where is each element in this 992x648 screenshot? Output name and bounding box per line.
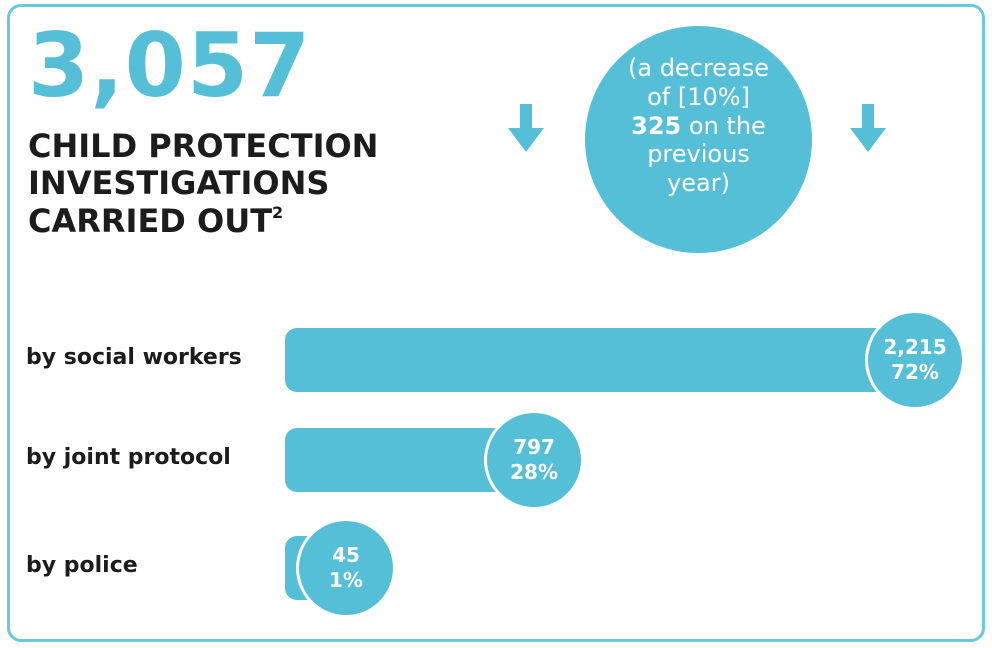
- headline-title-line-1: CHILD PROTECTION: [28, 127, 379, 165]
- decrease-line-4: previous: [647, 140, 750, 169]
- bar-value-badge: 2,215 72%: [865, 310, 965, 410]
- bar-category-label: by police: [26, 553, 138, 578]
- bar-category-label: by social workers: [26, 345, 242, 370]
- decrease-line-3: 325 on the: [593, 112, 804, 141]
- bar-percent-label: 28%: [510, 460, 559, 484]
- bar-value-badge: 45 1%: [296, 518, 396, 618]
- headline-title-line-2: INVESTIGATIONS: [28, 164, 330, 203]
- decrease-line-3-text: on the: [688, 111, 766, 140]
- bar-percent-label: 1%: [329, 568, 363, 592]
- infographic-card: [7, 4, 985, 642]
- decrease-bubble-text: (a decrease of [10%] 325 on the previous…: [593, 54, 804, 198]
- down-arrow-icon: [850, 104, 886, 152]
- total-investigations-count: 3,057: [28, 14, 312, 117]
- bar-value-label: 45: [332, 543, 360, 567]
- headline-title-line-3: CARRIED OUT2: [28, 201, 448, 240]
- bar-value-label: 2,215: [883, 335, 947, 359]
- headline-title-line-3-text: CARRIED OUT: [28, 201, 273, 240]
- bar-value-badge: 797 28%: [484, 410, 585, 510]
- bar-percent-label: 72%: [891, 360, 939, 384]
- footnote-marker: 2: [272, 202, 284, 222]
- bar-category-label: by joint protocol: [26, 445, 231, 470]
- decrease-bubble: [585, 26, 812, 253]
- headline-title: CHILD PROTECTION INVESTIGATIONS CARRIED …: [28, 127, 448, 240]
- decrease-line-1: (a decrease: [628, 54, 769, 82]
- bar: [285, 428, 500, 492]
- down-arrow-icon: [508, 104, 544, 152]
- decrease-line-2: of [10%]: [647, 82, 750, 111]
- bar: [285, 328, 880, 392]
- bar-value-label: 797: [513, 435, 555, 459]
- decrease-amount: 325: [631, 111, 682, 140]
- decrease-line-5: year): [667, 169, 730, 198]
